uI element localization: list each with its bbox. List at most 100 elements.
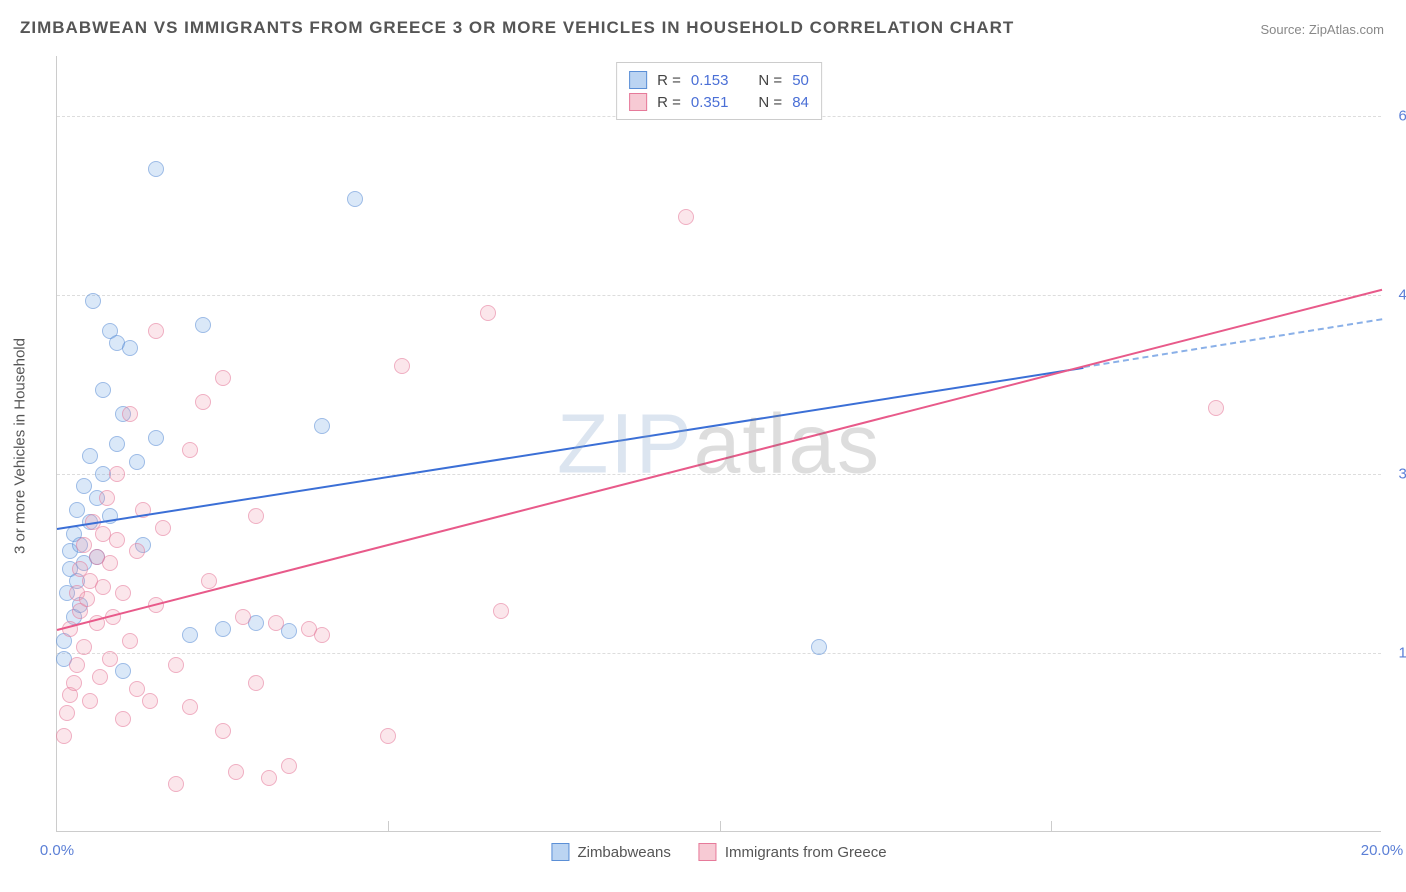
scatter-point	[182, 442, 198, 458]
scatter-point	[347, 191, 363, 207]
r-label: R =	[657, 94, 681, 111]
scatter-point	[115, 585, 131, 601]
legend-swatch-pink	[699, 843, 717, 861]
y-tick-label: 60.0%	[1386, 107, 1406, 124]
scatter-point	[115, 711, 131, 727]
gridline-h	[57, 653, 1381, 654]
scatter-point	[69, 502, 85, 518]
x-minor-tick	[1051, 821, 1052, 831]
legend-item-greece: Immigrants from Greece	[699, 843, 887, 861]
scatter-point	[148, 161, 164, 177]
scatter-point	[148, 323, 164, 339]
r-label: R =	[657, 72, 681, 89]
scatter-point	[102, 555, 118, 571]
x-minor-tick	[720, 821, 721, 831]
scatter-point	[56, 728, 72, 744]
scatter-point	[195, 394, 211, 410]
scatter-point	[281, 623, 297, 639]
legend-row-greece: R = 0.351 N = 84	[629, 91, 809, 113]
legend-item-zimbabweans: Zimbabweans	[551, 843, 670, 861]
watermark-zip: ZIP	[557, 396, 694, 490]
scatter-point	[129, 454, 145, 470]
correlation-legend: R = 0.153 N = 50 R = 0.351 N = 84	[616, 62, 822, 120]
gridline-h	[57, 295, 1381, 296]
scatter-point	[142, 693, 158, 709]
scatter-point	[268, 615, 284, 631]
r-value-zimbabweans: 0.153	[691, 72, 729, 89]
y-tick-label: 30.0%	[1386, 465, 1406, 482]
scatter-point	[66, 675, 82, 691]
scatter-point	[115, 663, 131, 679]
n-value-zimbabweans: 50	[792, 72, 809, 89]
scatter-point	[95, 579, 111, 595]
x-minor-tick	[388, 821, 389, 831]
scatter-point	[248, 675, 264, 691]
plot-area: ZIPatlas R = 0.153 N = 50 R = 0.351 N = …	[56, 56, 1381, 832]
scatter-point	[129, 543, 145, 559]
y-tick-label: 15.0%	[1386, 644, 1406, 661]
scatter-point	[148, 430, 164, 446]
n-label: N =	[758, 72, 782, 89]
scatter-point	[109, 436, 125, 452]
legend-swatch-pink	[629, 93, 647, 111]
scatter-point	[394, 358, 410, 374]
x-tick-label: 0.0%	[40, 842, 74, 859]
scatter-point	[314, 418, 330, 434]
scatter-point	[109, 466, 125, 482]
scatter-point	[85, 293, 101, 309]
scatter-point	[79, 591, 95, 607]
scatter-point	[678, 209, 694, 225]
scatter-point	[215, 723, 231, 739]
series-legend: Zimbabweans Immigrants from Greece	[551, 843, 886, 861]
scatter-point	[380, 728, 396, 744]
scatter-point	[235, 609, 251, 625]
scatter-point	[122, 340, 138, 356]
scatter-point	[76, 537, 92, 553]
scatter-point	[228, 764, 244, 780]
y-axis-label: 3 or more Vehicles in Household	[12, 338, 29, 554]
scatter-point	[314, 627, 330, 643]
scatter-point	[109, 532, 125, 548]
scatter-point	[76, 639, 92, 655]
scatter-point	[261, 770, 277, 786]
trend-line	[57, 366, 1084, 529]
scatter-point	[102, 651, 118, 667]
scatter-point	[215, 370, 231, 386]
legend-label-zimbabweans: Zimbabweans	[577, 844, 670, 861]
scatter-point	[493, 603, 509, 619]
scatter-point	[182, 699, 198, 715]
legend-row-zimbabweans: R = 0.153 N = 50	[629, 69, 809, 91]
scatter-point	[76, 478, 92, 494]
source-attribution: Source: ZipAtlas.com	[1260, 22, 1384, 37]
scatter-point	[155, 520, 171, 536]
r-value-greece: 0.351	[691, 94, 729, 111]
scatter-point	[195, 317, 211, 333]
scatter-point	[182, 627, 198, 643]
legend-swatch-blue	[551, 843, 569, 861]
scatter-point	[122, 406, 138, 422]
chart-title: ZIMBABWEAN VS IMMIGRANTS FROM GREECE 3 O…	[20, 18, 1014, 38]
scatter-point	[82, 693, 98, 709]
scatter-point	[129, 681, 145, 697]
legend-swatch-blue	[629, 71, 647, 89]
scatter-point	[168, 776, 184, 792]
scatter-point	[59, 705, 75, 721]
scatter-point	[281, 758, 297, 774]
scatter-point	[95, 382, 111, 398]
trend-line	[57, 289, 1382, 631]
gridline-h	[57, 474, 1381, 475]
scatter-point	[168, 657, 184, 673]
scatter-point	[99, 490, 115, 506]
x-tick-label: 20.0%	[1361, 842, 1404, 859]
scatter-point	[248, 508, 264, 524]
scatter-point	[1208, 400, 1224, 416]
scatter-point	[92, 669, 108, 685]
scatter-point	[201, 573, 217, 589]
n-label: N =	[758, 94, 782, 111]
scatter-point	[480, 305, 496, 321]
scatter-point	[215, 621, 231, 637]
legend-label-greece: Immigrants from Greece	[725, 844, 887, 861]
scatter-point	[811, 639, 827, 655]
scatter-point	[122, 633, 138, 649]
scatter-point	[82, 448, 98, 464]
